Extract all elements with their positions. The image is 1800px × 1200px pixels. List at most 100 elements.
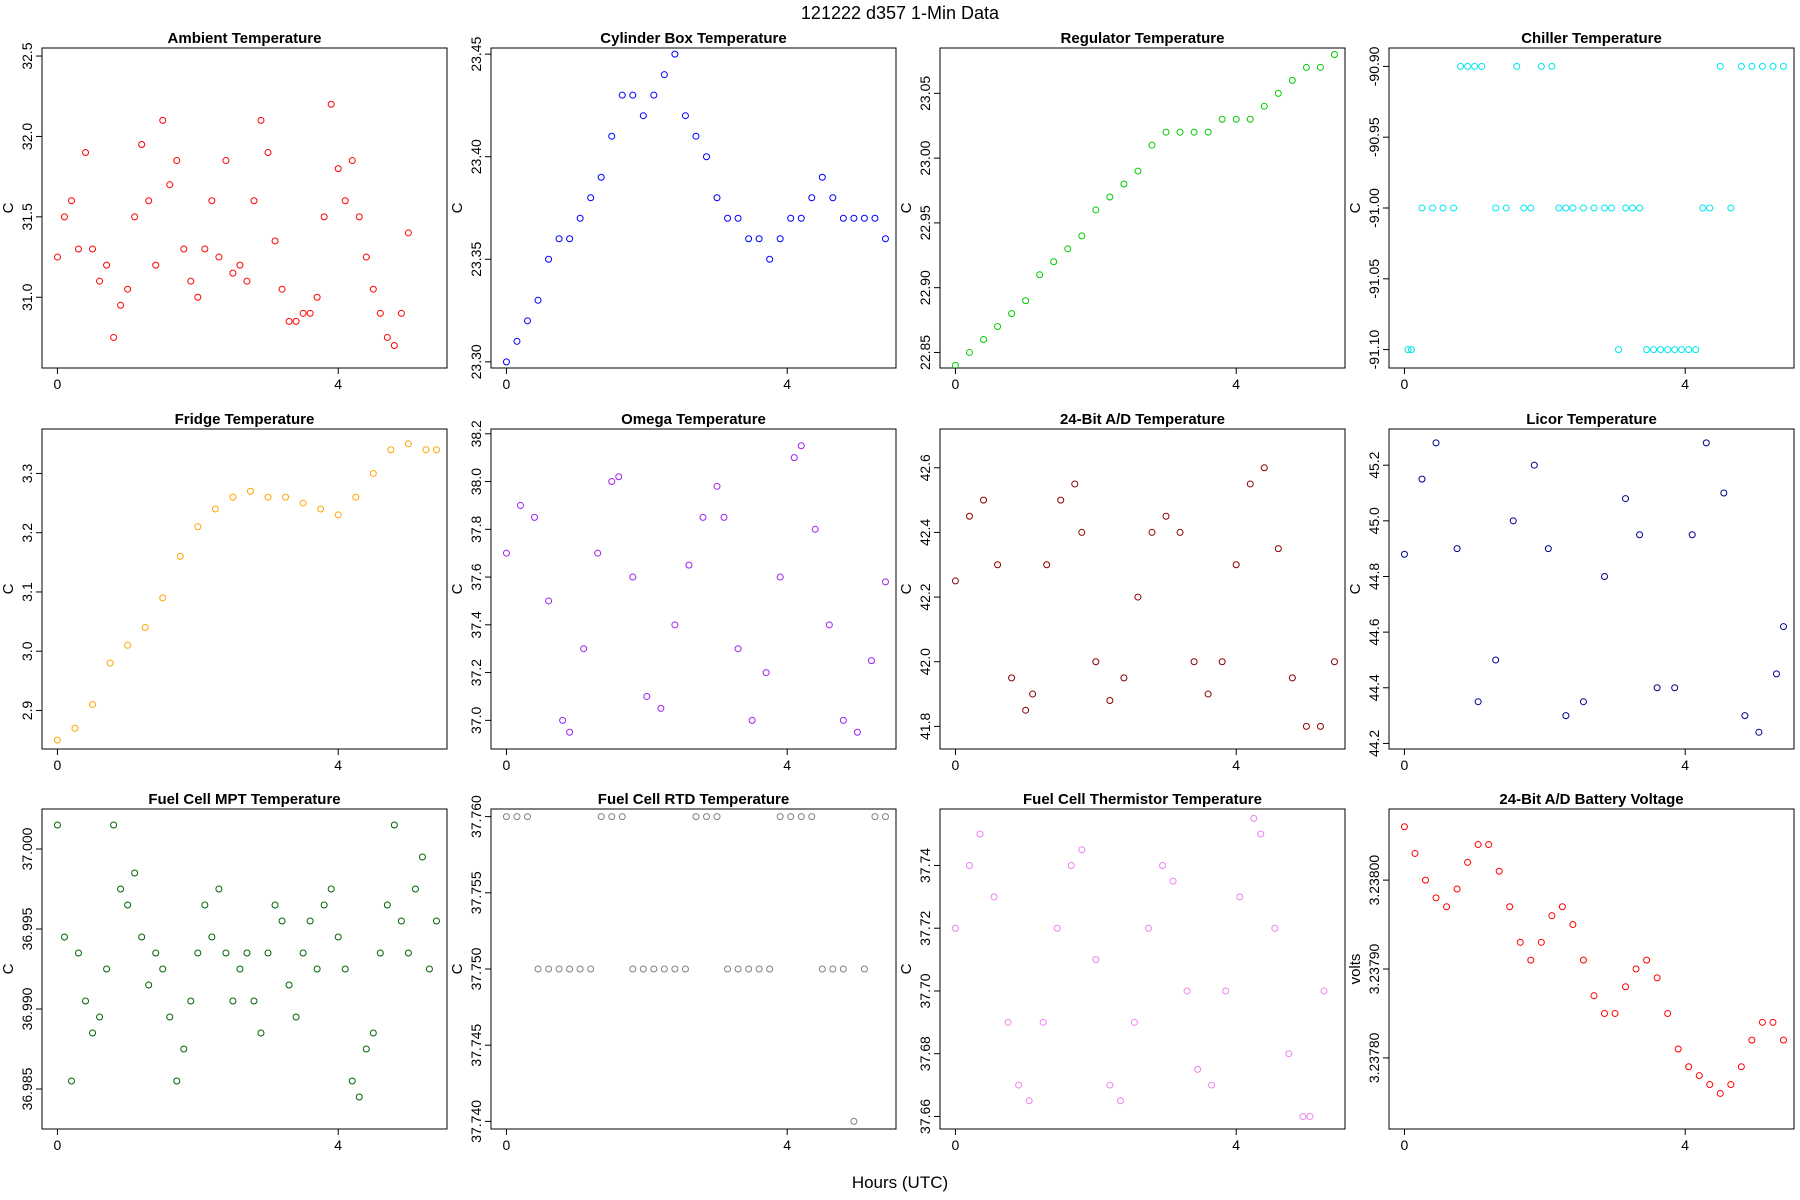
data-point xyxy=(208,933,216,941)
data-point xyxy=(776,573,784,581)
data-point xyxy=(513,337,521,345)
data-point xyxy=(1008,310,1016,318)
y-tick-label: -90.90 xyxy=(1366,46,1382,86)
data-point xyxy=(976,830,984,838)
data-point xyxy=(994,561,1002,569)
y-tick-label: 36.985 xyxy=(19,1067,35,1110)
chart-panel-6: Omega Temperature C 0 4 37.0 37.2 37.4 37.6 37.8… xyxy=(449,411,897,773)
data-point xyxy=(53,253,61,261)
data-point xyxy=(306,917,314,925)
data-point xyxy=(397,917,405,925)
data-point xyxy=(1299,1112,1307,1120)
data-point xyxy=(383,901,391,909)
data-point xyxy=(67,1077,75,1085)
x-tick-label: 0 xyxy=(54,1137,62,1153)
data-points xyxy=(951,50,1338,368)
x-tick-label: 4 xyxy=(783,1137,791,1153)
data-point xyxy=(334,933,342,941)
data-point xyxy=(1632,965,1640,973)
data-point xyxy=(1600,572,1608,580)
data-point xyxy=(1432,894,1440,902)
y-tick-label: 3.0 xyxy=(19,641,35,661)
data-point xyxy=(860,965,868,973)
data-point xyxy=(1702,439,1710,447)
y-tick-label: 37.4 xyxy=(468,611,484,638)
chart-panel-8: Licor Temperature C 0 4 44.2 44.4 44.6 44.8 45.0… xyxy=(1347,411,1795,773)
data-point xyxy=(124,641,132,649)
data-point xyxy=(1429,204,1437,212)
y-tick-label: 32.0 xyxy=(19,123,35,150)
data-point xyxy=(545,965,553,973)
data-point xyxy=(566,965,574,973)
data-point xyxy=(1558,903,1566,911)
data-point xyxy=(117,301,125,309)
data-point xyxy=(1036,271,1044,279)
data-point xyxy=(1144,924,1152,932)
chart-title: Fridge Temperature xyxy=(175,411,315,428)
data-point xyxy=(1779,623,1787,631)
data-point xyxy=(1260,102,1268,110)
data-point xyxy=(1548,912,1556,920)
plot-frame xyxy=(939,47,1346,369)
data-point xyxy=(734,965,742,973)
data-point xyxy=(797,214,805,222)
y-tick-label: 36.995 xyxy=(19,907,35,950)
y-tick-label: 42.6 xyxy=(917,454,933,481)
x-tick-label: 0 xyxy=(1401,1137,1409,1153)
data-point xyxy=(860,214,868,222)
data-point xyxy=(411,885,419,893)
data-point xyxy=(1067,861,1075,869)
data-point xyxy=(1513,62,1521,70)
data-point xyxy=(1306,1112,1314,1120)
data-point xyxy=(60,933,68,941)
data-point xyxy=(1664,1009,1672,1017)
data-point xyxy=(1716,62,1724,70)
data-point xyxy=(334,165,342,173)
data-point xyxy=(369,469,377,477)
data-point xyxy=(383,333,391,341)
chart-panel-9: Fuel Cell MPT Temperature C 0 4 36.985 36.990… xyxy=(0,791,448,1153)
data-point xyxy=(201,901,209,909)
data-point xyxy=(1755,728,1763,736)
data-point xyxy=(748,716,756,724)
y-tick-label: 44.4 xyxy=(1366,674,1382,701)
data-points xyxy=(502,50,889,366)
chart-title: Fuel Cell RTD Temperature xyxy=(598,791,789,808)
data-point xyxy=(1050,258,1058,266)
data-point xyxy=(1600,204,1608,212)
data-point xyxy=(390,341,398,349)
data-point xyxy=(317,505,325,513)
chart-panel-3: Regulator Temperature C 0 4 22.85 22.90 22.95 2… xyxy=(898,30,1346,392)
data-point xyxy=(1650,346,1658,354)
data-point xyxy=(1737,1063,1745,1071)
data-point xyxy=(1611,1009,1619,1017)
plot-frame xyxy=(41,47,448,369)
data-point xyxy=(1622,204,1630,212)
data-point xyxy=(1411,849,1419,857)
y-tick-label: 32.5 xyxy=(19,42,35,69)
data-point xyxy=(681,965,689,973)
data-point xyxy=(222,949,230,957)
data-point xyxy=(1653,974,1661,982)
data-point xyxy=(1120,674,1128,682)
data-point xyxy=(1643,956,1651,964)
data-point xyxy=(1134,167,1142,175)
data-point xyxy=(327,100,335,108)
data-point xyxy=(1004,1018,1012,1026)
data-point xyxy=(1685,1063,1693,1071)
data-point xyxy=(60,213,68,221)
data-point xyxy=(103,261,111,269)
data-point xyxy=(994,323,1002,331)
y-tick-label: 42.0 xyxy=(917,648,933,675)
data-point xyxy=(1183,987,1191,995)
data-point xyxy=(534,965,542,973)
data-point xyxy=(580,645,588,653)
plot-frame xyxy=(1388,47,1795,369)
data-point xyxy=(1600,1009,1608,1017)
data-points xyxy=(1400,439,1787,736)
data-point xyxy=(285,317,293,325)
data-point xyxy=(671,965,679,973)
data-point xyxy=(745,235,753,243)
data-point xyxy=(829,194,837,202)
data-point xyxy=(1439,204,1447,212)
